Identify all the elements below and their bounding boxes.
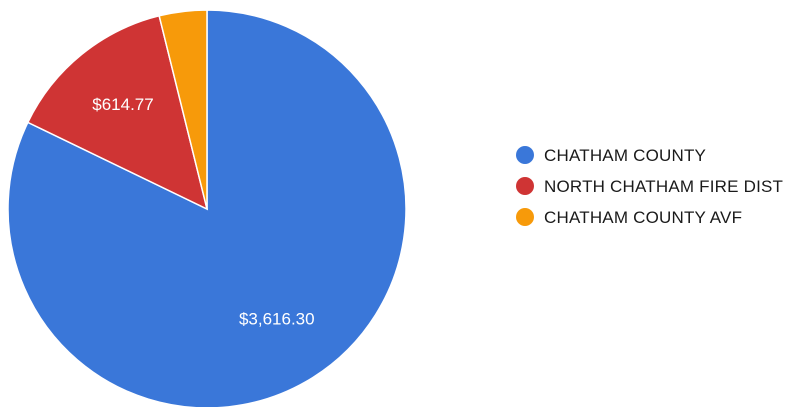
legend-label: CHATHAM COUNTY [544,146,707,165]
legend-item-north-chatham-fire-dist: NORTH CHATHAM FIRE DIST [516,175,799,198]
pie-slice-2 [158,9,208,210]
chart-legend: CHATHAM COUNTY NORTH CHATHAM FIRE DIST C… [516,144,799,237]
legend-swatch [516,208,534,226]
legend-label: NORTH CHATHAM FIRE DIST [544,177,784,196]
pie-plot-area: $3,616.30 $614.77 [7,9,407,407]
legend-item-chatham-county: CHATHAM COUNTY [516,144,799,167]
legend-swatch [516,146,534,164]
pie-slice-1 [26,14,209,211]
legend-label: CHATHAM COUNTY AVF [544,208,743,227]
pie-data-label-0: $3,616.30 [239,310,315,329]
legend-item-chatham-county-avf: CHATHAM COUNTY AVF [516,206,799,229]
legend-swatch [516,177,534,195]
pie-data-label-1: $614.77 [92,95,153,114]
